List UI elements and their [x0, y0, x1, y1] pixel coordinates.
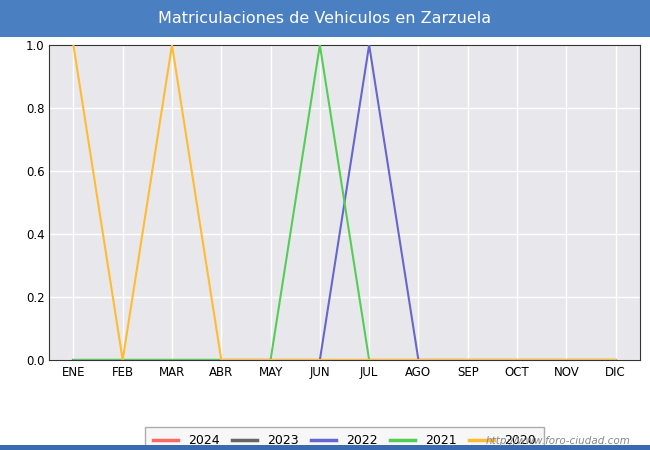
- Legend: 2024, 2023, 2022, 2021, 2020: 2024, 2023, 2022, 2021, 2020: [146, 427, 543, 450]
- Text: http://www.foro-ciudad.com: http://www.foro-ciudad.com: [486, 436, 630, 446]
- Text: Matriculaciones de Vehiculos en Zarzuela: Matriculaciones de Vehiculos en Zarzuela: [159, 11, 491, 26]
